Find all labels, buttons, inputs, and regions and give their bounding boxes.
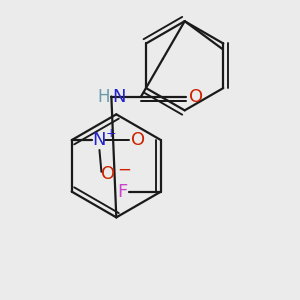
Text: +: +: [105, 127, 116, 140]
Text: N: N: [112, 88, 126, 106]
Text: O: O: [131, 131, 145, 149]
Text: H: H: [97, 88, 110, 106]
Text: N: N: [92, 131, 106, 149]
Text: F: F: [117, 183, 127, 201]
Text: O: O: [189, 88, 203, 106]
Text: −: −: [117, 161, 131, 179]
Text: O: O: [101, 165, 116, 183]
